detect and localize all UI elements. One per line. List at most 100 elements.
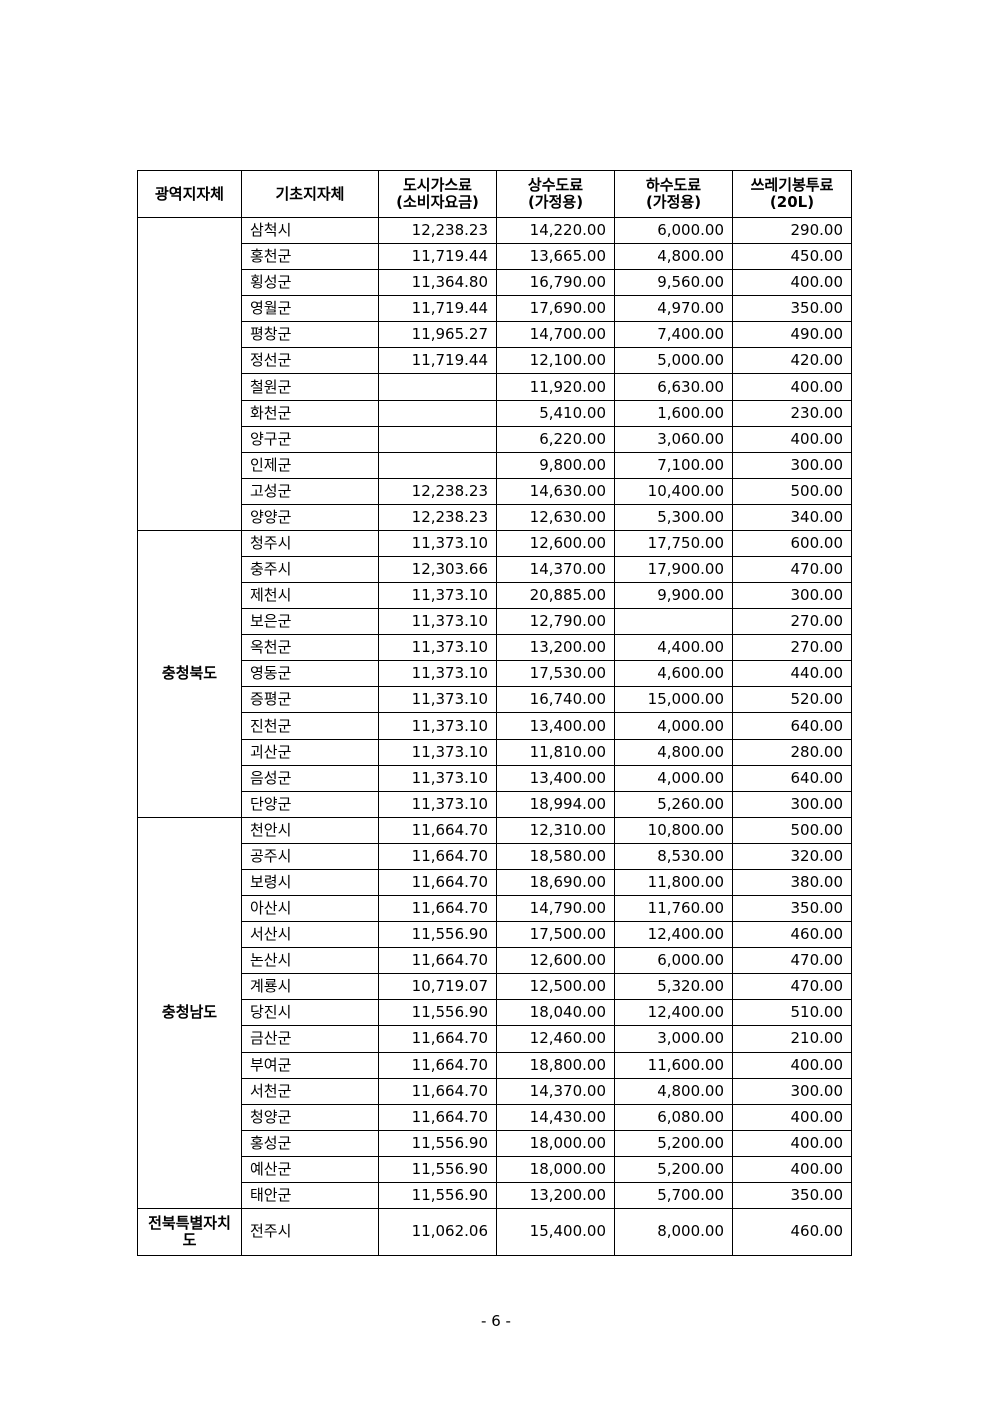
city-gas-cell: 11,664.70 bbox=[378, 816, 497, 844]
region-cell: 충청남도 bbox=[137, 816, 242, 1209]
table-row: 보령시 11,664.70 18,690.00 11,800.00 380.00 bbox=[138, 868, 852, 897]
water-cell: 18,994.00 bbox=[496, 790, 615, 818]
water-cell: 18,580.00 bbox=[496, 842, 615, 870]
sewage-cell: 7,100.00 bbox=[614, 451, 733, 479]
region-cell: 전북특별자치도 bbox=[137, 1207, 242, 1256]
table-row: 충주시 12,303.66 14,370.00 17,900.00 470.00 bbox=[138, 556, 852, 584]
sewage-cell: 4,600.00 bbox=[614, 660, 733, 688]
water-cell: 16,790.00 bbox=[496, 269, 615, 297]
municipality-cell: 인제군 bbox=[241, 451, 379, 479]
table-row: 아산시 11,664.70 14,790.00 11,760.00 350.00 bbox=[138, 895, 852, 923]
trash-bag-cell: 300.00 bbox=[732, 790, 852, 818]
city-gas-cell: 11,373.10 bbox=[378, 764, 497, 792]
sewage-cell: 15,000.00 bbox=[614, 686, 733, 714]
city-gas-cell: 11,664.70 bbox=[378, 868, 497, 897]
trash-bag-cell: 350.00 bbox=[732, 895, 852, 923]
city-gas-cell: 11,373.10 bbox=[378, 660, 497, 688]
table-row: 홍천군 11,719.44 13,665.00 4,800.00 450.00 bbox=[138, 243, 852, 271]
city-gas-cell bbox=[378, 399, 497, 427]
sewage-cell: 10,400.00 bbox=[614, 477, 733, 505]
water-cell: 14,630.00 bbox=[496, 477, 615, 505]
municipality-cell: 양구군 bbox=[241, 425, 379, 453]
trash-bag-cell: 500.00 bbox=[732, 477, 852, 505]
city-gas-cell: 11,664.70 bbox=[378, 1077, 497, 1105]
city-gas-cell: 11,664.70 bbox=[378, 1051, 497, 1079]
table-row: 청양군 11,664.70 14,430.00 6,080.00 400.00 bbox=[138, 1103, 852, 1131]
city-gas-cell: 11,664.70 bbox=[378, 842, 497, 870]
municipality-cell: 홍천군 bbox=[241, 243, 379, 271]
header-municipality: 기초지자체 bbox=[241, 170, 379, 218]
table-row: 홍성군 11,556.90 18,000.00 5,200.00 400.00 bbox=[138, 1129, 852, 1157]
city-gas-cell: 12,303.66 bbox=[378, 556, 497, 584]
city-gas-cell: 12,238.23 bbox=[378, 503, 497, 531]
water-cell: 18,040.00 bbox=[496, 999, 615, 1027]
trash-bag-cell: 600.00 bbox=[732, 529, 852, 558]
trash-bag-cell: 400.00 bbox=[732, 373, 852, 401]
sewage-cell: 17,900.00 bbox=[614, 556, 733, 584]
sewage-cell: 4,970.00 bbox=[614, 295, 733, 323]
city-gas-cell: 11,556.90 bbox=[378, 1181, 497, 1209]
trash-bag-cell: 230.00 bbox=[732, 399, 852, 427]
water-cell: 16,740.00 bbox=[496, 686, 615, 714]
trash-bag-cell: 340.00 bbox=[732, 503, 852, 531]
municipality-cell: 보령시 bbox=[241, 868, 379, 897]
water-cell: 12,310.00 bbox=[496, 816, 615, 844]
city-gas-cell: 11,373.10 bbox=[378, 738, 497, 766]
sewage-cell: 8,000.00 bbox=[614, 1207, 733, 1256]
sewage-cell: 5,000.00 bbox=[614, 347, 733, 375]
municipality-cell: 보은군 bbox=[241, 608, 379, 636]
trash-bag-cell: 470.00 bbox=[732, 973, 852, 1001]
table-row: 당진시 11,556.90 18,040.00 12,400.00 510.00 bbox=[138, 999, 852, 1027]
city-gas-cell: 12,238.23 bbox=[378, 216, 497, 245]
municipality-cell: 서산시 bbox=[241, 921, 379, 949]
water-cell: 20,885.00 bbox=[496, 582, 615, 610]
header-region: 광역지자체 bbox=[137, 170, 242, 218]
trash-bag-cell: 640.00 bbox=[732, 764, 852, 792]
trash-bag-cell: 320.00 bbox=[732, 842, 852, 870]
sewage-cell: 5,700.00 bbox=[614, 1181, 733, 1209]
water-cell: 18,000.00 bbox=[496, 1155, 615, 1183]
water-cell: 14,790.00 bbox=[496, 895, 615, 923]
city-gas-cell: 11,719.44 bbox=[378, 347, 497, 375]
water-cell: 18,690.00 bbox=[496, 868, 615, 897]
municipality-cell: 천안시 bbox=[241, 816, 379, 844]
table-row: 진천군 11,373.10 13,400.00 4,000.00 640.00 bbox=[138, 712, 852, 740]
table-row: 서산시 11,556.90 17,500.00 12,400.00 460.00 bbox=[138, 921, 852, 949]
table-row: 공주시 11,664.70 18,580.00 8,530.00 320.00 bbox=[138, 842, 852, 870]
water-cell: 13,200.00 bbox=[496, 1181, 615, 1209]
municipality-cell: 청양군 bbox=[241, 1103, 379, 1131]
municipality-cell: 고성군 bbox=[241, 477, 379, 505]
water-cell: 17,690.00 bbox=[496, 295, 615, 323]
city-gas-cell: 11,373.10 bbox=[378, 790, 497, 818]
city-gas-cell: 11,373.10 bbox=[378, 608, 497, 636]
trash-bag-cell: 270.00 bbox=[732, 634, 852, 662]
table-row: 횡성군 11,364.80 16,790.00 9,560.00 400.00 bbox=[138, 269, 852, 297]
municipality-cell: 태안군 bbox=[241, 1181, 379, 1209]
municipality-cell: 계룡시 bbox=[241, 973, 379, 1001]
sewage-cell: 6,000.00 bbox=[614, 947, 733, 975]
city-gas-cell: 11,664.70 bbox=[378, 1103, 497, 1131]
sewage-cell: 3,000.00 bbox=[614, 1025, 733, 1053]
water-cell: 13,665.00 bbox=[496, 243, 615, 271]
municipality-cell: 삼척시 bbox=[241, 216, 379, 245]
sewage-cell: 4,800.00 bbox=[614, 243, 733, 271]
table-row: 화천군 5,410.00 1,600.00 230.00 bbox=[138, 399, 852, 427]
trash-bag-cell: 350.00 bbox=[732, 295, 852, 323]
municipality-cell: 공주시 bbox=[241, 842, 379, 870]
sewage-cell: 11,800.00 bbox=[614, 868, 733, 897]
header-row: 광역지자체 기초지자체 도시가스료 (소비자요금) 상수도료 (가정용) 하수도료 (가… bbox=[137, 170, 852, 218]
municipality-cell: 괴산군 bbox=[241, 738, 379, 766]
trash-bag-cell: 400.00 bbox=[732, 425, 852, 453]
municipality-cell: 청주시 bbox=[241, 529, 379, 558]
municipality-cell: 정선군 bbox=[241, 347, 379, 375]
municipality-cell: 부여군 bbox=[241, 1051, 379, 1079]
sewage-cell: 5,200.00 bbox=[614, 1129, 733, 1157]
municipality-cell: 횡성군 bbox=[241, 269, 379, 297]
table-row: 고성군 12,238.23 14,630.00 10,400.00 500.00 bbox=[138, 477, 852, 505]
municipality-cell: 평창군 bbox=[241, 321, 379, 349]
municipality-cell: 서천군 bbox=[241, 1077, 379, 1105]
trash-bag-cell: 440.00 bbox=[732, 660, 852, 688]
water-cell: 13,400.00 bbox=[496, 764, 615, 792]
sewage-cell: 9,560.00 bbox=[614, 269, 733, 297]
sewage-cell: 11,600.00 bbox=[614, 1051, 733, 1079]
